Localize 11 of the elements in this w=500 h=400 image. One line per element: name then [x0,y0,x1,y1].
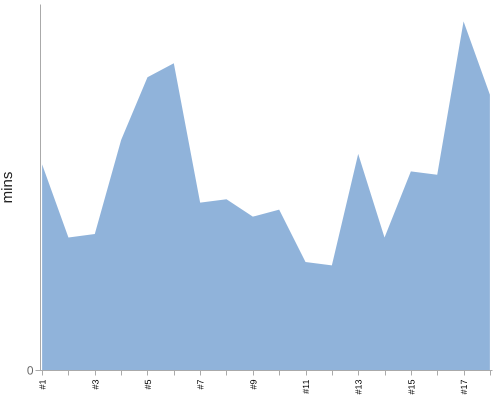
x-tick-label: #5 [142,380,153,390]
y-axis-title: mins [0,172,16,204]
x-tick-label: #7 [196,380,206,390]
x-tick-label: #15 [406,380,416,395]
x-tick-label: #9 [248,380,258,390]
x-tick-label: #13 [354,380,364,395]
x-tick-label: #17 [459,380,470,395]
text: 0 [26,364,34,378]
x-tick-label: #3 [90,380,100,390]
x-tick-label: #11 [301,380,312,394]
x-tick-label: #1 [38,380,48,390]
